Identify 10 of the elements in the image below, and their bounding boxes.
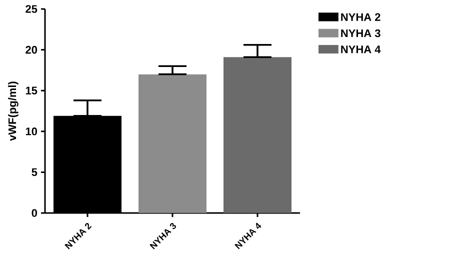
y-tick-label: 5 — [32, 168, 38, 176]
legend-label: NYHA 3 — [341, 29, 380, 38]
y-tick-label: 15 — [26, 86, 38, 94]
y-tick-label: 0 — [32, 209, 38, 217]
y-axis-title: vWF(pg/ml) — [8, 82, 18, 141]
y-tick-label: 10 — [26, 128, 38, 136]
legend-label: NYHA 2 — [341, 13, 380, 21]
y-tick-label: 20 — [26, 46, 38, 54]
y-tick-label: 25 — [26, 5, 38, 13]
legend-label: NYHA 4 — [341, 46, 381, 54]
